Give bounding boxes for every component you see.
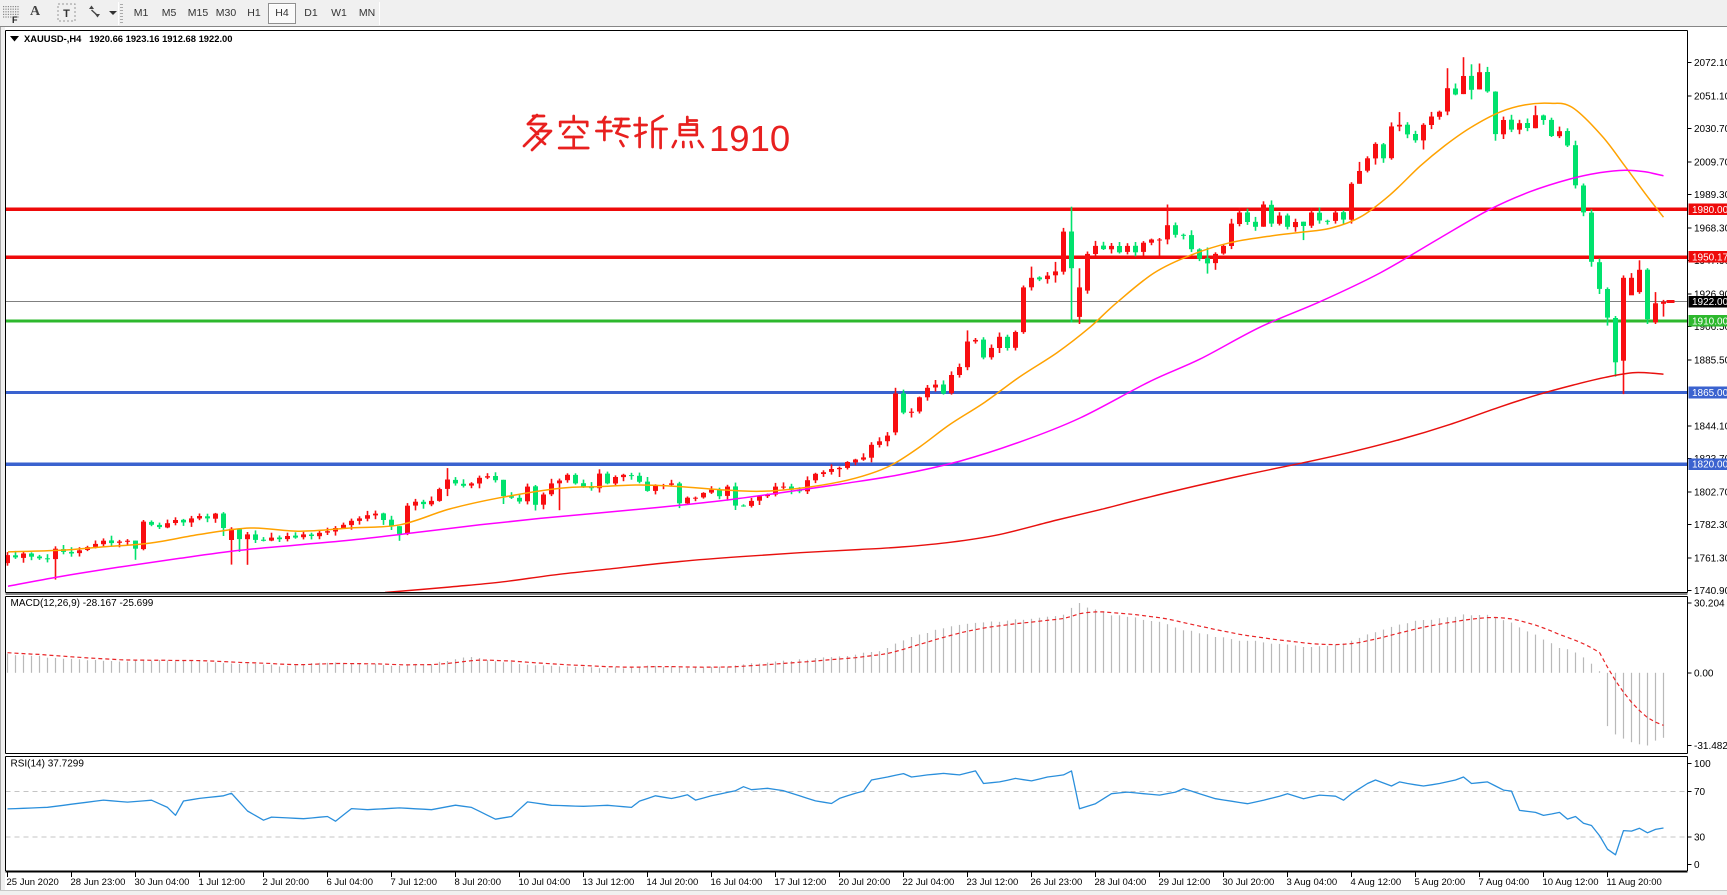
svg-text:1968.30: 1968.30 <box>1694 223 1727 234</box>
svg-text:1782.30: 1782.30 <box>1694 520 1727 531</box>
svg-text:1989.30: 1989.30 <box>1694 190 1727 201</box>
svg-text:1 Jul 12:00: 1 Jul 12:00 <box>199 877 245 888</box>
svg-text:1926.90: 1926.90 <box>1694 289 1727 300</box>
svg-text:1910.00: 1910.00 <box>1692 316 1727 327</box>
svg-text:30.204: 30.204 <box>1694 599 1725 610</box>
svg-text:100: 100 <box>1694 759 1711 770</box>
svg-text:20 Jul 20:00: 20 Jul 20:00 <box>839 877 891 888</box>
svg-text:2030.70: 2030.70 <box>1694 124 1727 135</box>
svg-text:8 Jul 20:00: 8 Jul 20:00 <box>455 877 501 888</box>
svg-text:7 Aug 04:00: 7 Aug 04:00 <box>1479 877 1530 888</box>
svg-text:14 Jul 20:00: 14 Jul 20:00 <box>647 877 699 888</box>
svg-text:2 Jul 20:00: 2 Jul 20:00 <box>263 877 309 888</box>
svg-text:RSI(14) 37.7299: RSI(14) 37.7299 <box>11 759 85 770</box>
svg-text:6 Jul 04:00: 6 Jul 04:00 <box>327 877 373 888</box>
svg-text:1844.10: 1844.10 <box>1694 421 1727 432</box>
svg-text:XAUUSD-,H4 1920.66 1923.16 1: XAUUSD-,H4 1920.66 1923.16 1912.68 1922.… <box>24 33 232 44</box>
svg-text:30: 30 <box>1694 832 1706 843</box>
svg-text:30 Jul 20:00: 30 Jul 20:00 <box>1223 877 1275 888</box>
svg-text:29 Jul 12:00: 29 Jul 12:00 <box>1159 877 1211 888</box>
svg-text:1761.30: 1761.30 <box>1694 553 1727 564</box>
svg-text:2072.10: 2072.10 <box>1694 58 1727 69</box>
svg-text:1820.00: 1820.00 <box>1692 460 1727 471</box>
svg-text:10 Jul 04:00: 10 Jul 04:00 <box>519 877 571 888</box>
svg-text:25 Jun 2020: 25 Jun 2020 <box>7 877 59 888</box>
svg-text:1922.00: 1922.00 <box>1692 297 1727 308</box>
svg-text:1980.00: 1980.00 <box>1692 205 1727 216</box>
svg-text:2009.70: 2009.70 <box>1694 157 1727 168</box>
svg-text:1885.50: 1885.50 <box>1694 355 1727 366</box>
svg-text:T: T <box>63 8 70 20</box>
svg-text:1906.50: 1906.50 <box>1694 322 1727 333</box>
svg-text:5 Aug 20:00: 5 Aug 20:00 <box>1415 877 1466 888</box>
svg-text:17 Jul 12:00: 17 Jul 12:00 <box>775 877 827 888</box>
svg-text:23 Jul 12:00: 23 Jul 12:00 <box>967 877 1019 888</box>
svg-text:1950.17: 1950.17 <box>1692 252 1727 263</box>
svg-text:28 Jul 04:00: 28 Jul 04:00 <box>1095 877 1147 888</box>
svg-text:MACD(12,26,9) -28.167 -25.699: MACD(12,26,9) -28.167 -25.699 <box>11 598 154 609</box>
svg-text:0: 0 <box>1694 860 1700 871</box>
svg-text:1740.90: 1740.90 <box>1694 586 1727 597</box>
svg-text:2051.10: 2051.10 <box>1694 92 1727 103</box>
svg-text:22 Jul 04:00: 22 Jul 04:00 <box>903 877 955 888</box>
svg-text:0.00: 0.00 <box>1694 668 1714 679</box>
svg-text:10 Aug 12:00: 10 Aug 12:00 <box>1543 877 1599 888</box>
svg-text:4 Aug 12:00: 4 Aug 12:00 <box>1351 877 1402 888</box>
svg-text:3 Aug 04:00: 3 Aug 04:00 <box>1287 877 1338 888</box>
svg-text:70: 70 <box>1694 787 1706 798</box>
svg-text:26 Jul 23:00: 26 Jul 23:00 <box>1031 877 1083 888</box>
svg-text:11 Aug 20:00: 11 Aug 20:00 <box>1607 877 1662 888</box>
svg-text:30 Jun 04:00: 30 Jun 04:00 <box>135 877 190 888</box>
svg-text:7 Jul 12:00: 7 Jul 12:00 <box>391 877 437 888</box>
svg-text:13 Jul 12:00: 13 Jul 12:00 <box>583 877 635 888</box>
svg-text:1802.70: 1802.70 <box>1694 487 1727 498</box>
svg-text:-31.482: -31.482 <box>1694 741 1727 752</box>
svg-text:28 Jun 23:00: 28 Jun 23:00 <box>71 877 126 888</box>
svg-text:F: F <box>12 15 18 25</box>
svg-text:1910: 1910 <box>709 118 790 159</box>
svg-text:16 Jul 04:00: 16 Jul 04:00 <box>711 877 763 888</box>
svg-text:1865.00: 1865.00 <box>1692 388 1727 399</box>
